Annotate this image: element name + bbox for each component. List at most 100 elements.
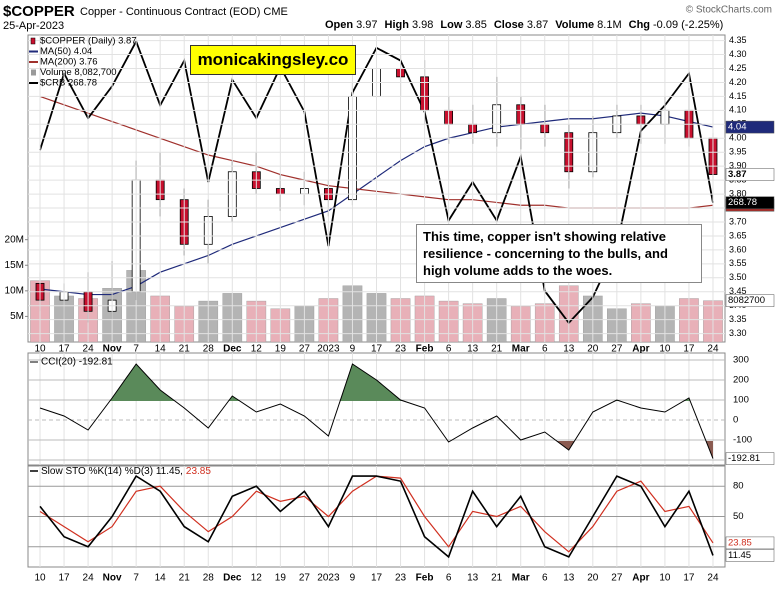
legend-icon xyxy=(30,37,36,45)
x-tick-label: 20 xyxy=(587,573,599,584)
quote-label: Low xyxy=(440,19,463,31)
volume-tick-label: 10M xyxy=(5,285,24,296)
value-tag-box xyxy=(725,196,775,209)
x-tick-label: 6 xyxy=(542,573,548,584)
subtitle: Copper - Continuous Contract (EOD) CME xyxy=(80,6,288,18)
x-tick-label: 2023 xyxy=(317,344,340,355)
x-tick-label: 14 xyxy=(155,344,167,355)
y-tick-label: 3.45 xyxy=(729,286,747,296)
x-tick-label: 21 xyxy=(179,344,191,355)
x-tick-label: 6 xyxy=(446,573,452,584)
annotation: This time, copper isn't showing relative… xyxy=(416,224,702,283)
x-tick-label: 17 xyxy=(683,573,695,584)
legend-label: $COPPER (Daily) 3.87 xyxy=(40,36,137,47)
x-tick-label: 27 xyxy=(299,344,311,355)
x-tick-label: Dec xyxy=(223,344,242,355)
value-tag-label: 8082700 xyxy=(728,295,765,306)
value-tag-label: 4.04 xyxy=(728,122,747,133)
legend-label: MA(50) 4.04 xyxy=(40,46,92,57)
value-tag-label: -192.81 xyxy=(728,453,760,464)
x-tick-label: 24 xyxy=(707,344,719,355)
cci-fill-above xyxy=(109,364,691,401)
legend-icon xyxy=(31,69,36,76)
y-tick-label: 80 xyxy=(733,481,744,492)
y-tick-label: 3.55 xyxy=(729,258,747,268)
x-tick-label: 10 xyxy=(34,573,46,584)
x-tick-label: 13 xyxy=(467,573,479,584)
value-tag: -192.81 xyxy=(725,452,775,465)
x-tick-label: 6 xyxy=(542,344,548,355)
x-tick-label: 13 xyxy=(467,344,479,355)
x-tick-label: 23 xyxy=(395,344,407,355)
y-tick-label: 300 xyxy=(733,355,749,366)
x-tick-label: 6 xyxy=(446,344,452,355)
x-tick-label: 10 xyxy=(34,344,46,355)
source: © StockCharts.com xyxy=(686,5,772,16)
x-tick-label: 17 xyxy=(371,344,383,355)
panel-title: Slow STO %K(14) %D(3) 11.45, 23.85 xyxy=(41,466,211,477)
x-tick-label: 23 xyxy=(395,573,407,584)
value-tag-box xyxy=(725,294,775,307)
x-tick-label: Nov xyxy=(103,573,122,584)
x-tick-label: Apr xyxy=(632,344,649,355)
quote-value: 3.97 xyxy=(356,19,378,31)
x-tick-label: 17 xyxy=(683,344,695,355)
y-tick-label: 3.70 xyxy=(729,216,747,226)
panel-title: CCI(20) -192.81 xyxy=(41,357,113,368)
value-tag-box xyxy=(725,452,775,465)
x-tick-label: 24 xyxy=(83,344,95,355)
x-tick-label: 27 xyxy=(299,573,311,584)
y-tick-label: 3.65 xyxy=(729,230,747,240)
quote-value: 3.87 xyxy=(526,19,549,31)
x-tick-label: 21 xyxy=(491,573,503,584)
y-tick-label: 4.15 xyxy=(729,91,747,101)
value-tag-label: 3.87 xyxy=(728,169,747,180)
value-tag-label: 11.45 xyxy=(728,550,751,561)
legend-label: Volume 8,082,700 xyxy=(40,67,117,78)
y-tick-label: 100 xyxy=(733,395,749,406)
value-tag: 11.45 xyxy=(725,549,775,562)
x-tick-label: 10 xyxy=(659,344,671,355)
value-tag: 23.85 xyxy=(725,536,775,550)
y-tick-label: 3.60 xyxy=(729,244,747,254)
x-tick-label: 24 xyxy=(83,573,95,584)
value-tag-box xyxy=(725,549,775,562)
y-tick-label: 4.00 xyxy=(729,133,747,143)
y-tick-label: 3.50 xyxy=(729,272,747,282)
y-tick-label: 3.35 xyxy=(729,314,747,324)
x-tick-label: 28 xyxy=(203,573,215,584)
y-tick-label: 3.80 xyxy=(729,188,747,198)
x-tick-label: 2023 xyxy=(317,573,340,584)
quote-value: 8.1M xyxy=(597,19,622,31)
quote-label: Chg xyxy=(628,19,651,31)
x-tick-label: 21 xyxy=(179,573,191,584)
y-tick-label: 3.30 xyxy=(729,328,747,338)
date: 25-Apr-2023 xyxy=(3,20,64,32)
value-tag-label: 268.78 xyxy=(728,197,757,208)
x-tick-label: 21 xyxy=(491,344,503,355)
x-tick-label: 17 xyxy=(58,573,70,584)
y-tick-label: 200 xyxy=(733,375,749,386)
x-tick-label: 14 xyxy=(155,573,167,584)
x-tick-label: 7 xyxy=(133,573,139,584)
y-tick-label: 3.95 xyxy=(729,147,747,157)
quote-label: Open xyxy=(325,19,354,31)
panel-title-value: 23.85 xyxy=(186,466,211,477)
quote-value: -0.09 (-2.25%) xyxy=(653,19,724,31)
value-tag-label: 23.85 xyxy=(728,537,752,548)
value-tag-box xyxy=(725,536,775,550)
quote-label: High xyxy=(384,19,409,31)
x-tick-label: 13 xyxy=(563,573,575,584)
x-tick-label: 9 xyxy=(350,344,356,355)
quote: Open 3.97 High 3.98 Low 3.85 Close 3.87 Volume 8.… xyxy=(318,19,723,31)
x-tick-label: 28 xyxy=(203,344,215,355)
x-tick-label: 20 xyxy=(587,344,599,355)
y-tick-label: 4.10 xyxy=(729,105,747,115)
x-tick-label: 17 xyxy=(371,573,383,584)
x-tick-label: 24 xyxy=(707,573,719,584)
x-tick-label: 19 xyxy=(275,344,287,355)
x-tick-label: 7 xyxy=(133,344,139,355)
x-tick-label: 9 xyxy=(350,573,356,584)
